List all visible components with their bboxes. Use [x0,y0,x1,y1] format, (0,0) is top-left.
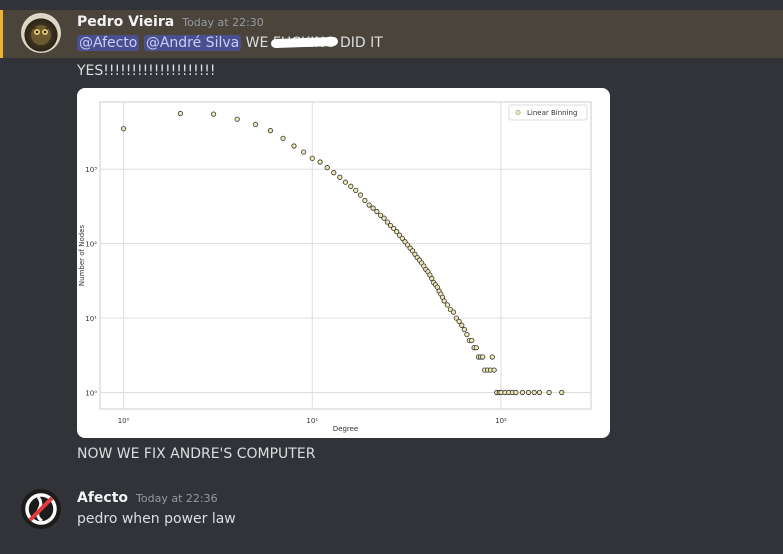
data-point [525,389,532,396]
data-point [211,111,217,117]
data-point [291,143,297,149]
data-point [387,222,394,229]
data-point [348,183,354,189]
x-tick-label: 10¹ [306,417,318,425]
y-tick-label: 10³ [85,166,97,174]
data-point [546,389,552,396]
image-attachment[interactable]: 10⁰ 10¹ 10² 10⁰ 10¹ 10² 10³ Degree Number of Nod… [77,88,610,438]
data-point [536,389,543,396]
timestamp: Today at 22:30 [182,16,264,29]
data-point [324,165,330,171]
data-point [309,155,315,161]
message-text-yes: YES!!!!!!!!!!!!!!!!!!!! [77,63,216,79]
data-point [357,192,364,198]
data-point [374,208,380,215]
data-point [531,389,537,396]
data-point [409,248,416,254]
data-point [513,389,519,396]
author-name[interactable]: Pedro Vieira [77,14,175,30]
legend-label: Linear Binning [527,109,577,117]
data-point [353,187,359,193]
legend-box [508,104,588,121]
plot-area [99,101,592,410]
data-point [480,354,486,360]
timestamp: Today at 22:36 [136,492,218,505]
data-point [234,116,240,122]
y-tick-label: 10⁰ [85,389,97,397]
data-point [453,315,459,321]
data-point [519,389,526,396]
data-point [381,215,387,221]
owl-avatar-icon[interactable] [21,13,61,53]
data-point [469,337,475,344]
data-point [342,179,349,185]
y-tick-label: 10² [85,241,97,249]
data-point [391,225,397,232]
data-point [384,219,390,225]
data-point [301,149,307,155]
data-point [267,128,274,134]
data-point [280,135,286,141]
mention-highlight-bar [0,10,3,58]
data-point [473,345,479,351]
data-point [317,159,323,165]
data-point [491,367,497,373]
data-point [559,389,565,396]
data-point [429,275,435,282]
message-header: Pedro Vieira Today at 22:30 [77,14,264,30]
message-text: @Afecto @André Silva WE FUCKING DID IT [77,35,383,51]
data-point [377,212,384,218]
mention-andre[interactable]: @André Silva [143,35,242,51]
mention-afecto[interactable]: @Afecto [77,35,140,51]
legend-marker [515,109,521,115]
data-point [366,202,372,208]
data-point [252,121,259,128]
data-point [459,322,465,328]
data-point [331,170,337,176]
data-point [456,318,462,325]
text-did-it: DID IT [340,35,383,51]
no-symbol-avatar-icon[interactable] [21,489,61,529]
x-axis-label: Degree [333,425,358,433]
message-text-power-law: pedro when power law [77,511,236,527]
data-point [396,232,403,238]
text-we: WE [245,35,269,51]
degree-distribution-chart: 10⁰ 10¹ 10² 10⁰ 10¹ 10² 10³ Degree Number of Nod… [78,101,592,433]
data-point [394,229,400,235]
message-text-fix: NOW WE FIX ANDRE'S COMPUTER [77,446,316,462]
data-point [489,354,495,360]
data-point [337,174,343,180]
data-point [120,126,127,132]
message-header: Afecto Today at 22:36 [77,490,218,506]
data-point [464,331,470,338]
scribbled-word: FUCKING [270,35,338,51]
data-point [461,326,467,333]
data-point [450,309,457,315]
y-tick-label: 10¹ [85,315,97,323]
data-point [441,298,447,304]
x-tick-label: 10² [495,417,507,425]
data-point [177,110,183,117]
data-point [399,235,405,241]
data-point [370,205,376,211]
author-name[interactable]: Afecto [77,490,129,506]
y-axis-label: Number of Nodes [78,225,86,287]
data-point [444,302,450,308]
data-point [362,197,368,204]
x-tick-label: 10⁰ [118,417,130,425]
